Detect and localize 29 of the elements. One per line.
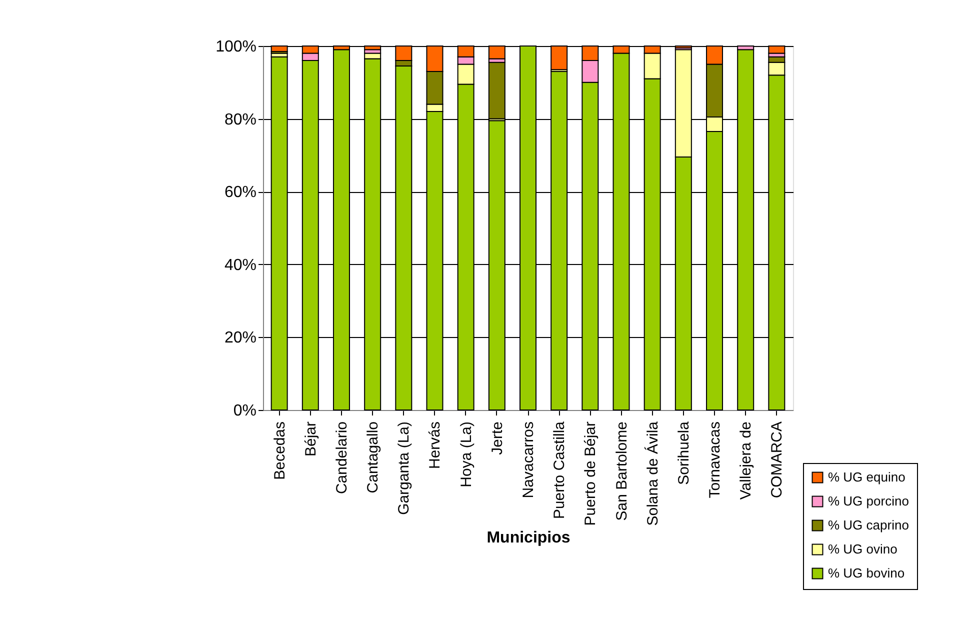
x-tick-label: COMARCA — [768, 422, 786, 498]
legend-label: % UG caprino — [828, 518, 909, 532]
y-tick-label: 80% — [224, 111, 256, 128]
legend-label: % UG equino — [828, 470, 906, 484]
x-tick-label: Cantagallo — [364, 422, 382, 494]
legend-label: % UG bovino — [828, 566, 905, 580]
x-tick-label: Navacarros — [520, 422, 537, 498]
x-tick-label: San Bartolome — [613, 422, 630, 521]
x-axis-title: Municipios — [486, 530, 570, 547]
y-tick-label: 0% — [233, 402, 256, 420]
x-tick-label: Garganta (La) — [396, 422, 413, 515]
x-tick-label: Solana de Ávila — [643, 420, 662, 526]
x-tick-label: Vallejera de — [738, 422, 755, 500]
y-tick-label: 60% — [224, 184, 256, 202]
x-tick-label: Béjar — [302, 422, 320, 457]
legend-label: % UG ovino — [828, 542, 898, 556]
x-tick-label: Candelario — [333, 422, 350, 494]
x-tick-label: Hervás — [426, 422, 444, 470]
y-tick-label: 40% — [224, 256, 256, 274]
x-tick-label: Jerte — [488, 422, 506, 455]
x-tick-label: Puerto Castilla — [551, 420, 568, 520]
x-tick-label: Becedas — [271, 422, 288, 480]
y-tick-label: 20% — [224, 330, 256, 347]
x-tick-label: Hoya (La) — [458, 421, 475, 488]
x-tick-label: Tornavacas — [706, 422, 724, 498]
x-tick-label: Puerto de Béjar — [582, 422, 600, 526]
legend-label: % UG porcino — [828, 494, 909, 508]
y-tick-label: 100% — [216, 38, 256, 56]
x-tick-label: Sorihuela — [675, 420, 692, 485]
